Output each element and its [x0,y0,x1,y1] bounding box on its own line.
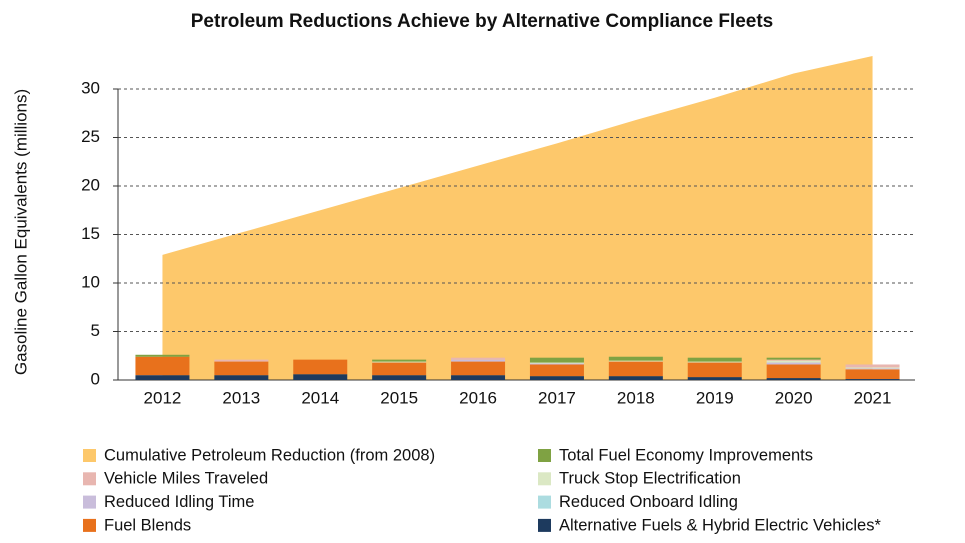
bar-segment [135,375,190,380]
bar-segment [529,357,584,363]
chart-title: Petroleum Reductions Achieve by Alternat… [191,11,773,32]
bar-segment [845,364,900,368]
y-tick-label: 10 [81,272,100,291]
legend-label: Cumulative Petroleum Reduction (from 200… [104,446,435,464]
legend-label: Reduced Idling Time [104,493,254,511]
bar-segment [451,359,506,362]
bar-segment [451,361,506,376]
legend-swatch [83,472,96,486]
bar-segment [529,364,584,377]
legend-swatch [538,472,551,486]
bar-segment [608,360,663,362]
bar-segment [845,368,900,370]
bar-segment [135,354,190,357]
bar-segment [372,375,427,380]
x-tick-label: 2021 [854,388,892,407]
y-tick-label: 15 [81,224,100,243]
legend-label: Alternative Fuels & Hybrid Electric Vehi… [559,516,881,534]
bar-segment [529,362,584,364]
bar-segment [451,375,506,380]
bar-segment [214,359,269,362]
bar-segment [372,359,427,362]
x-tick-label: 2015 [380,388,418,407]
y-tick-label: 20 [81,175,100,194]
bar-segment [608,376,663,380]
legend-label: Fuel Blends [104,516,191,534]
x-tick-label: 2018 [617,388,655,407]
bar-segment [529,376,584,380]
bar-segment [766,378,821,380]
bar-segment [845,369,900,380]
y-axis-label: Gasoline Gallon Equivalents (millions) [11,89,30,375]
bar-segment [687,362,742,378]
bar-segment [687,361,742,363]
x-tick-label: 2012 [144,388,182,407]
bar-segment [766,359,821,361]
legend-label: Total Fuel Economy Improvements [559,446,813,464]
bar-segment [451,357,506,360]
bar-segment [766,357,821,360]
x-tick-label: 2014 [301,388,339,407]
bar-segment [529,363,584,365]
bar-segment [687,357,742,362]
y-tick-label: 5 [91,321,100,340]
legend-swatch [83,495,96,509]
bar-segment [608,356,663,361]
bar-segment [372,362,427,376]
legend-swatch [538,449,551,462]
bar-segment [372,361,427,363]
bar-segment [766,360,821,363]
bar-segment [293,359,348,375]
y-tick-label: 0 [91,369,100,388]
legend-swatch [83,518,96,532]
y-tick-label: 25 [81,127,100,146]
bar-segment [214,361,269,376]
bar-segment [766,362,821,365]
legend-label: Truck Stop Electrification [559,470,741,488]
legend-swatch [538,518,551,532]
x-tick-label: 2020 [775,388,813,407]
bar-segment [293,374,348,380]
y-tick-label: 30 [81,78,100,97]
x-tick-label: 2017 [538,388,576,407]
bar-segment [845,367,900,369]
legend-label: Vehicle Miles Traveled [104,470,268,488]
bar-segment [687,377,742,380]
bar-segment [214,375,269,380]
bar-segment [608,361,663,377]
x-tick-label: 2019 [696,388,734,407]
legend-label: Reduced Onboard Idling [559,493,738,511]
x-tick-label: 2013 [222,388,260,407]
legend-swatch [83,449,96,462]
legend-swatch [538,495,551,509]
bar-segment [845,379,900,380]
bar-segment [766,364,821,379]
x-tick-label: 2016 [459,388,497,407]
bar-segment [135,356,190,376]
